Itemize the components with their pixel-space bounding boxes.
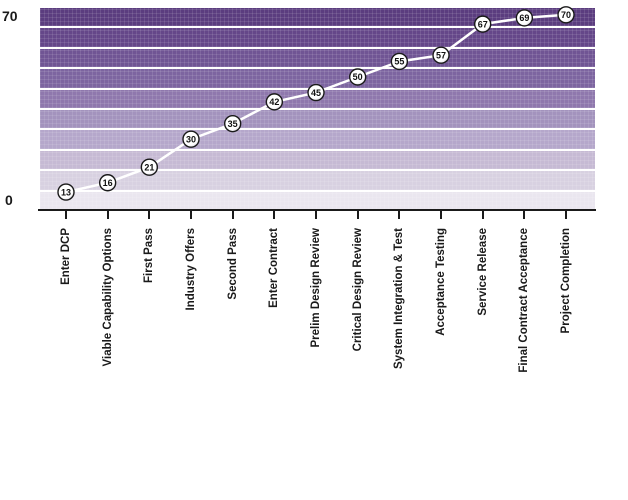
data-point-value-label: 69 xyxy=(519,13,529,23)
plot-band xyxy=(40,28,595,47)
data-point-circle xyxy=(390,52,409,71)
data-point-value-label: 13 xyxy=(61,187,71,197)
data-point: 50 xyxy=(348,68,367,86)
x-axis-tick xyxy=(190,211,192,219)
plot-band xyxy=(40,150,595,170)
x-axis-category-label: First Pass xyxy=(143,228,156,283)
data-point-circle xyxy=(557,6,575,24)
data-point-value-label: 50 xyxy=(353,72,363,82)
x-axis-category-label: Service Release xyxy=(476,228,489,316)
data-point-value-label: 57 xyxy=(436,50,446,60)
x-axis-category-label: Acceptance Testing xyxy=(435,228,448,336)
data-point-circle xyxy=(515,9,534,27)
plot-band xyxy=(40,110,595,129)
x-axis-tick xyxy=(106,211,109,219)
data-point-circle xyxy=(223,114,242,133)
x-axis-tick xyxy=(440,211,443,219)
data-point-circle xyxy=(140,158,159,176)
data-point-value-label: 70 xyxy=(561,10,571,20)
line-series: 13 16 21 30 35 42 45 50 55 57 67 69 70 xyxy=(57,6,575,201)
plot-band xyxy=(40,171,595,190)
x-axis-line xyxy=(38,209,596,211)
x-axis-tick xyxy=(65,211,67,219)
data-point-value-label: 16 xyxy=(103,178,113,188)
x-axis-category-label: Viable Capability Options xyxy=(101,228,114,367)
data-point-value-label: 35 xyxy=(228,119,238,129)
data-point-circle xyxy=(474,15,492,33)
data-point-circle xyxy=(307,83,325,102)
data-point-circle xyxy=(348,68,367,86)
data-point-circle xyxy=(57,183,75,201)
y-axis-tick-label-min: 0 xyxy=(5,192,13,208)
x-axis-tick xyxy=(398,211,401,219)
data-point: 30 xyxy=(182,130,200,148)
x-axis-category-label: System Integration & Test xyxy=(393,228,406,370)
y-axis-tick-label-max: 70 xyxy=(2,8,18,24)
x-axis-tick xyxy=(523,211,526,219)
data-point-value-label: 30 xyxy=(186,134,196,144)
plot-band xyxy=(40,69,595,88)
x-axis-tick xyxy=(481,211,484,219)
data-point-value-label: 42 xyxy=(269,97,279,107)
x-axis-tick xyxy=(565,211,568,219)
data-point: 16 xyxy=(98,174,117,192)
data-point-value-label: 45 xyxy=(311,88,321,98)
x-axis-category-label: Enter DCP xyxy=(60,228,72,285)
x-axis-tick xyxy=(273,211,276,219)
x-axis-category-label: Project Completion xyxy=(560,228,573,334)
data-point: 35 xyxy=(223,114,242,133)
plot-band xyxy=(40,191,595,211)
x-axis-category-label: Enter Contract xyxy=(268,228,281,308)
data-point: 67 xyxy=(474,15,492,33)
x-axis-tick xyxy=(148,211,151,219)
plot-band xyxy=(40,130,595,149)
data-point-value-label: 67 xyxy=(478,19,488,29)
data-point: 70 xyxy=(557,6,575,24)
data-point: 42 xyxy=(265,93,284,111)
plot-band xyxy=(40,48,595,68)
data-point: 45 xyxy=(307,83,325,102)
x-axis-category-label: Final Contract Acceptance xyxy=(518,228,531,373)
data-point: 21 xyxy=(140,158,159,176)
data-point-circle xyxy=(265,93,284,111)
data-point: 13 xyxy=(57,183,75,201)
data-point: 55 xyxy=(390,52,409,71)
series-markers: 13 16 21 30 35 42 45 50 55 57 67 69 70 xyxy=(57,6,575,201)
data-point: 69 xyxy=(515,9,534,27)
data-point-circle xyxy=(182,130,200,148)
data-point-circle xyxy=(432,46,450,64)
data-point-value-label: 21 xyxy=(144,162,154,172)
data-point-value-label: 55 xyxy=(394,57,404,67)
x-axis-tick xyxy=(356,211,359,219)
x-axis-category-label: Prelim Design Review xyxy=(310,228,323,348)
data-point-circle xyxy=(98,174,117,192)
x-axis-tick xyxy=(315,211,318,219)
plot-area: 13 16 21 30 35 42 45 50 55 57 67 69 70 xyxy=(40,6,595,211)
x-axis-category-label: Critical Design Review xyxy=(351,228,364,352)
data-point: 57 xyxy=(432,46,450,64)
x-axis-tick xyxy=(231,211,234,219)
x-axis-category-label: Industry Offers xyxy=(185,228,197,311)
plot-band xyxy=(40,8,595,27)
x-axis-category-label: Second Pass xyxy=(226,228,239,300)
